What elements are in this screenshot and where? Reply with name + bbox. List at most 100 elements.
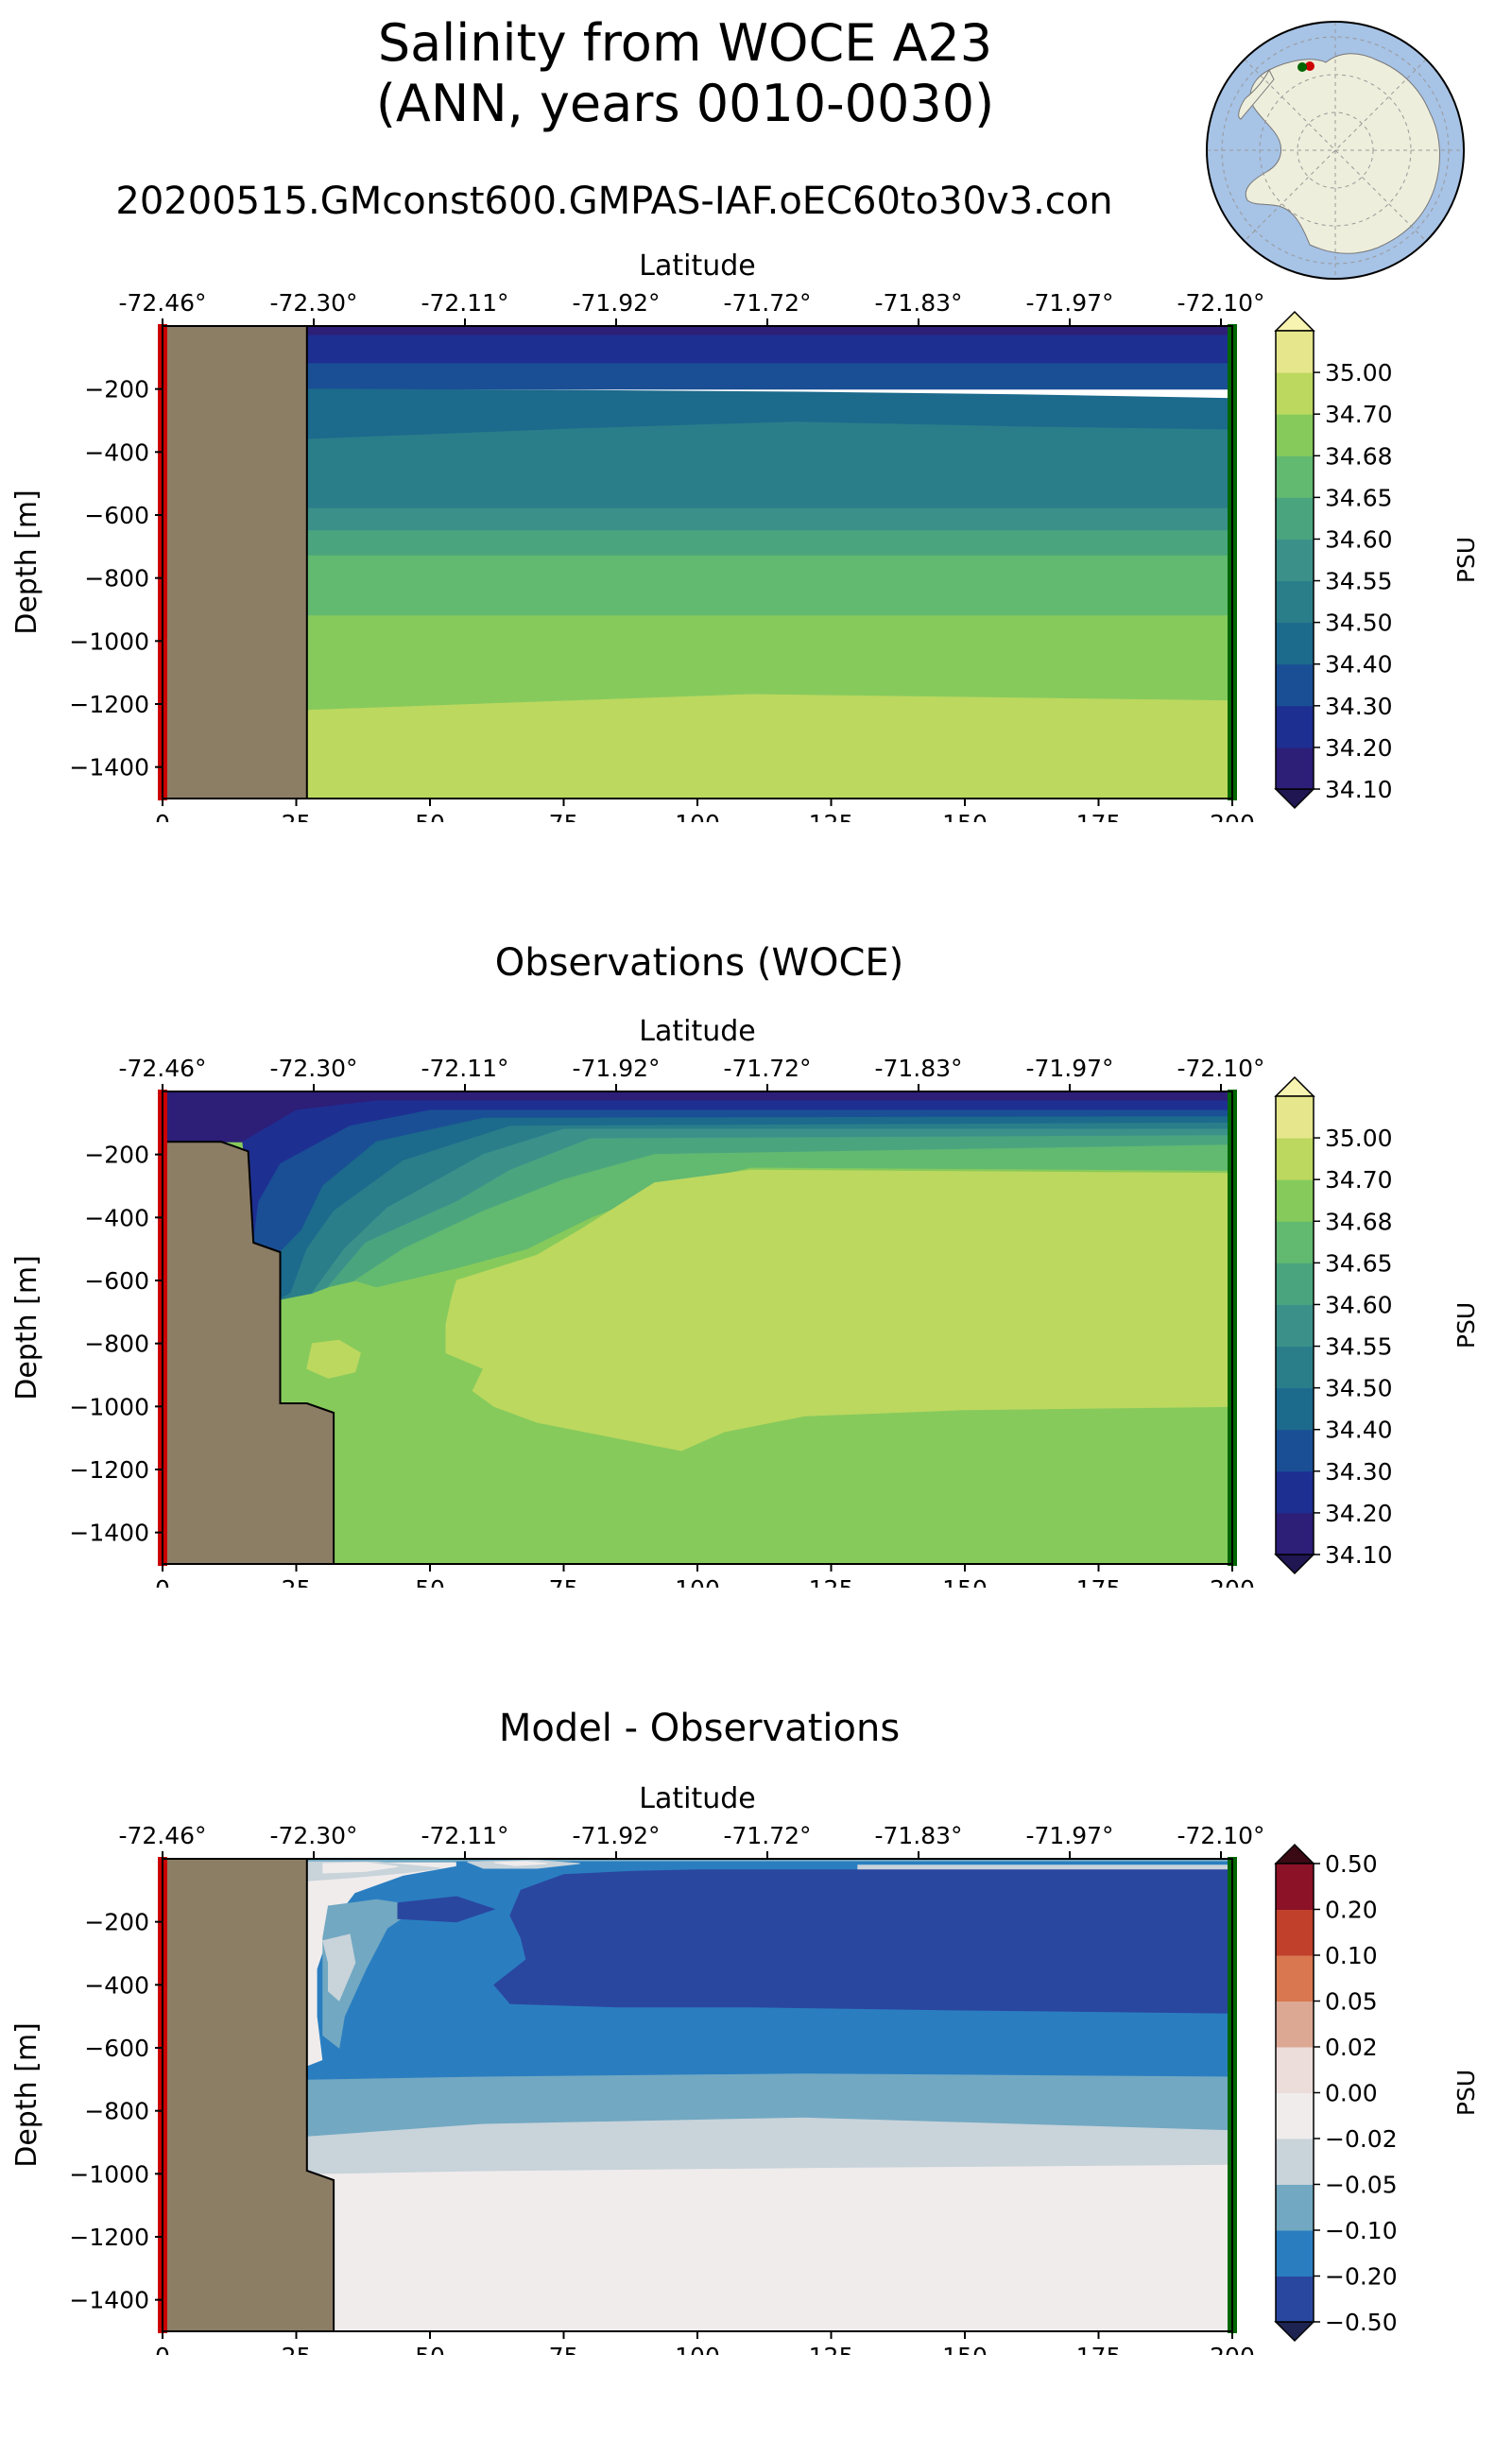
colorbar-segment-3 — [1276, 1387, 1314, 1431]
colorbar-segment-1 — [1276, 705, 1314, 748]
colorbar-segment-7 — [1276, 1955, 1314, 2002]
colorbar-segment-7 — [1276, 1221, 1314, 1263]
colorbar-under-triangle — [1274, 1554, 1315, 1575]
inset-start-point — [1305, 61, 1314, 71]
x-tick-label: 25 — [282, 810, 312, 822]
x-tick-label: 100 — [675, 1575, 720, 1588]
colorbar-segment-3 — [1276, 2139, 1314, 2185]
colorbar-over-triangle — [1274, 310, 1315, 332]
bathymetry-land — [163, 326, 308, 799]
colorbar-frame — [1275, 1095, 1314, 1555]
y-tick-label: −800 — [84, 1331, 149, 1358]
x-tick-label: 75 — [549, 810, 579, 822]
colorbar-tick-label: 34.68 — [1325, 1208, 1393, 1235]
x-tick-label: 100 — [675, 2343, 720, 2355]
colorbar-segment-8 — [1276, 1909, 1314, 1956]
colorbar-tick-label: 34.10 — [1325, 1541, 1393, 1569]
figure-title-line1: Salinity from WOCE A23 — [377, 13, 993, 73]
lat-tick-label: -71.97° — [1025, 1822, 1113, 1849]
colorbar-tick-label: −0.20 — [1325, 2263, 1398, 2291]
colorbar-segment-9 — [1276, 372, 1314, 415]
colorbar-tick-label: 34.60 — [1325, 525, 1393, 553]
colorbar-tick-label: 35.00 — [1325, 1125, 1393, 1152]
x-tick-label: 25 — [282, 2343, 312, 2355]
lat-tick-label: -71.72° — [723, 1055, 811, 1082]
colorbar-segment-9 — [1276, 1864, 1314, 1910]
x-tick-label: 125 — [809, 2343, 854, 2355]
colorbar-tick-label: 34.55 — [1325, 1333, 1393, 1361]
y-tick-label: −200 — [84, 1909, 149, 1936]
x-tick-label: 175 — [1076, 810, 1122, 822]
colorbar-tick-label: 34.65 — [1325, 484, 1393, 511]
lat-tick-label: -71.97° — [1025, 1055, 1113, 1082]
colorbar-tick-label: 34.50 — [1325, 1375, 1393, 1402]
y-tick-label: −1000 — [69, 2160, 149, 2188]
inset-peninsula — [1238, 68, 1275, 120]
x-tick-label: 175 — [1076, 1575, 1122, 1588]
observations-salinity-panel: 0255075100125150175200Distance [km]-72.4… — [10, 1015, 1480, 1588]
colorbar-segment-3 — [1276, 622, 1314, 665]
colorbar-segment-1 — [1276, 2230, 1314, 2277]
run-name-subtitle: 20200515.GMconst600.GMPAS-IAF.oEC60to30v… — [115, 180, 1113, 223]
y-axis-label: Depth [m] — [10, 2022, 43, 2168]
x-tick-label: 25 — [282, 1575, 312, 1588]
lat-tick-label: -71.83° — [874, 289, 962, 317]
y-tick-label: −400 — [84, 1971, 149, 1999]
colorbar-segment-4 — [1276, 580, 1314, 624]
colorbar-segment-8 — [1276, 414, 1314, 456]
colorbar-label: PSU — [1452, 537, 1480, 583]
colorbar-tick-label: 34.65 — [1325, 1249, 1393, 1277]
contour-field — [163, 326, 1232, 799]
lat-tick-label: -72.10° — [1177, 1822, 1264, 1849]
colorbar-tick-label: 0.50 — [1325, 1850, 1378, 1878]
contour-band-7 — [306, 555, 1232, 617]
inset-polar-map — [1206, 21, 1465, 280]
lat-tick-label: -72.11° — [421, 1822, 508, 1849]
contour-field — [163, 1859, 1232, 2331]
colorbar-segment-1 — [1276, 1470, 1314, 1514]
model-salinity-panel: 0255075100125150175200Distance [km]-72.4… — [10, 249, 1480, 822]
y-tick-label: −800 — [84, 565, 149, 593]
colorbar: 34.10 34.20 34.30 34.40 34.50 34.55 34.60 34.65… — [1274, 1075, 1480, 1575]
colorbar-tick-label: 34.50 — [1325, 610, 1393, 637]
colorbar-segment-5 — [1276, 2047, 1314, 2093]
lat-tick-label: -71.92° — [572, 1055, 660, 1082]
colorbar-segment-9 — [1276, 1138, 1314, 1180]
colorbar-tick-label: 0.20 — [1325, 1897, 1378, 1924]
colorbar-tick-label: 34.20 — [1325, 1500, 1393, 1527]
colorbar-tick-label: 0.00 — [1325, 2080, 1378, 2107]
y-tick-label: −1200 — [69, 1456, 149, 1484]
contour-band-2 — [306, 363, 1232, 390]
contour-band-1 — [306, 335, 1232, 365]
x-tick-label: 0 — [155, 1575, 170, 1588]
lat-tick-label: -71.92° — [572, 289, 660, 317]
colorbar-tick-label: 34.40 — [1325, 1417, 1393, 1444]
lat-tick-label: -72.46° — [118, 1822, 206, 1849]
x-tick-label: 0 — [155, 810, 170, 822]
lat-tick-label: -72.10° — [1177, 289, 1264, 317]
colorbar-segment-6 — [1276, 2001, 1314, 2048]
lat-tick-label: -72.10° — [1177, 1055, 1264, 1082]
y-tick-label: −1000 — [69, 1393, 149, 1420]
colorbar-tick-label: 34.30 — [1325, 693, 1393, 720]
x-tick-label: 200 — [1210, 1575, 1255, 1588]
figure-title-line2: (ANN, years 0010-0030) — [375, 74, 995, 133]
contour-band-0 — [306, 326, 1232, 336]
x-tick-label: 100 — [675, 810, 720, 822]
colorbar-segment-4 — [1276, 2092, 1314, 2139]
top-axis-label: Latitude — [639, 249, 755, 283]
colorbar-segment-6 — [1276, 1263, 1314, 1305]
lat-tick-label: -71.83° — [874, 1822, 962, 1849]
lat-tick-label: -72.30° — [269, 1055, 357, 1082]
x-tick-label: 200 — [1210, 810, 1255, 822]
x-tick-label: 125 — [809, 810, 854, 822]
x-tick-label: 150 — [942, 2343, 988, 2355]
colorbar-segment-4 — [1276, 1346, 1314, 1389]
x-tick-label: 50 — [415, 810, 445, 822]
colorbar-segment-5 — [1276, 1304, 1314, 1348]
y-tick-label: −600 — [84, 2035, 149, 2062]
y-tick-label: −1000 — [69, 627, 149, 655]
colorbar-tick-label: −0.50 — [1325, 2309, 1398, 2336]
contour-band-7 — [322, 1862, 399, 1874]
lat-tick-label: -71.72° — [723, 289, 811, 317]
